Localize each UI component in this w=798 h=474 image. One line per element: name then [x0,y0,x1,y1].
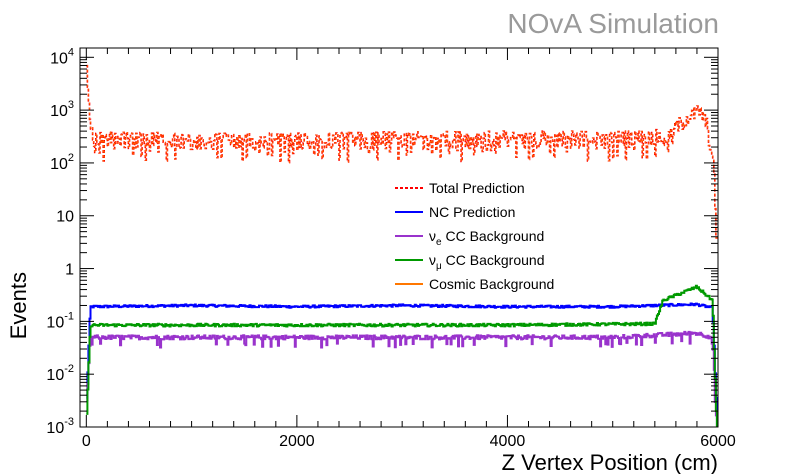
x-tick-label: 0 [82,433,91,450]
legend-entry: Total Prediction [429,180,525,196]
series-line-2 [86,330,718,427]
y-tick-label: 10-3 [46,416,74,437]
legend-entry: Cosmic Background [429,276,554,292]
y-tick-label: 10-1 [46,310,74,331]
legend-entry: νe CC Background [429,228,544,248]
y-tick-label: 10-2 [46,363,74,384]
x-tick-label: 4000 [490,433,526,450]
y-tick-label: 104 [50,46,74,67]
y-tick-label: 10 [56,209,74,226]
x-tick-label: 6000 [700,433,736,450]
y-tick-label: 1 [65,262,74,279]
y-tick-label: 103 [50,99,74,120]
y-tick-label: 102 [50,152,74,173]
watermark: NOvA Simulation [507,8,719,39]
legend-entry: NC Prediction [429,204,515,220]
series-line-1 [86,302,718,412]
series-line-3 [86,284,718,427]
y-axis-title: Events [6,272,31,339]
legend-entry: νμ CC Background [429,252,544,272]
series-line-0 [86,64,718,239]
plot-frame [79,47,719,428]
x-axis-title: Z Vertex Position (cm) [502,450,718,474]
x-tick-label: 2000 [279,433,315,450]
